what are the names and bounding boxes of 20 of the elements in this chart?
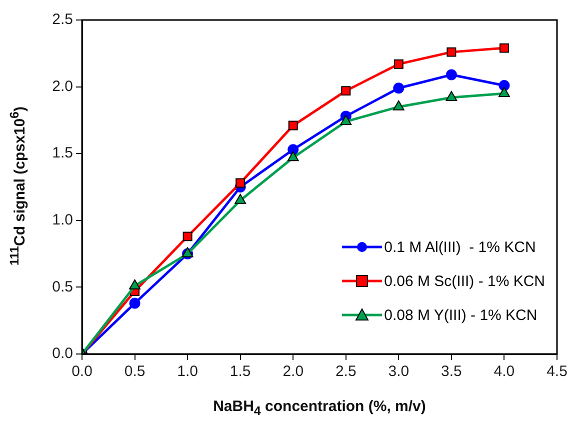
x-tick-label: 2.0: [282, 363, 304, 380]
x-tick-label: 3.5: [441, 363, 462, 380]
x-tick-label: 0.0: [72, 363, 92, 380]
x-axis-title: NaBH$_{4}$ concentration (%, m/v): [212, 398, 427, 418]
x-tick-label: 3.0: [388, 363, 410, 380]
y-tick-label: 1.5: [52, 144, 73, 162]
y-tick-label: 0.5: [52, 278, 73, 296]
y-tick-label: 2.0: [52, 78, 73, 95]
y-tick-label: 2.5: [52, 11, 73, 28]
legend-label: 0.08 M Y(III) - 1% KCN: [384, 306, 538, 324]
x-tick-label: 1.0: [177, 363, 198, 380]
x-tick-label: 1.5: [230, 363, 251, 380]
x-tick-label: 4.0: [494, 363, 515, 380]
y-tick-label: 0.0: [52, 345, 73, 362]
x-tick-label: 4.5: [546, 363, 568, 380]
legend-label: 0.06 M Sc(III) - 1% KCN: [384, 272, 545, 290]
y-tick-label: 1.0: [52, 212, 73, 229]
legend-label: 0.1 M Al(III) - 1% KCN: [384, 238, 536, 256]
x-tick-label: 0.5: [124, 363, 146, 380]
x-tick-label: 2.5: [335, 363, 356, 380]
